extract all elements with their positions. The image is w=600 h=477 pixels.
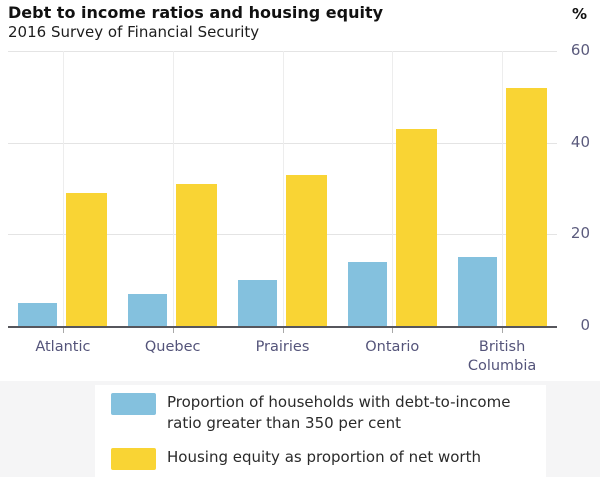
y-tick-label: 40 [570,132,590,151]
bar-group-ontario [337,128,447,326]
x-category-label: Prairies [255,339,310,355]
gridline-x [172,51,174,326]
gridline-x [62,51,64,326]
gridline-x [502,51,504,326]
x-axis-tick [502,328,504,333]
bar-group-atlantic [8,193,118,326]
gridline-x [392,51,394,326]
legend-item: Proportion of households with debt-to-in… [111,392,546,434]
legend-item: Housing equity as proportion of net wort… [111,447,546,470]
y-tick-label: 20 [570,224,590,243]
y-tick-label: 60 [570,41,590,59]
chart-subtitle: 2016 Survey of Financial Security [8,23,260,41]
x-category-label: British Columbia [467,339,537,374]
bar-debt-ratio [18,303,58,326]
legend-label: Housing equity as proportion of net wort… [167,448,481,466]
y-axis-unit-label: % [571,5,587,23]
chart-title: Debt to income ratios and housing equity [8,3,384,22]
legend-swatch [111,393,156,415]
legend-label: Proportion of households with debt-to-in… [167,393,511,432]
bar-housing-equity [395,128,437,326]
bar-housing-equity [505,87,547,326]
x-axis-tick [62,328,64,333]
bar-group-british-columbia [447,87,557,326]
x-category-label: Ontario [365,339,420,355]
x-category-label: Atlantic [35,339,91,355]
bar-housing-equity [176,183,218,326]
bar-group-prairies [228,174,338,326]
bar-housing-equity [66,193,108,326]
x-category-label: Quebec [144,339,201,355]
plot-area [8,51,557,333]
bar-debt-ratio [128,293,168,326]
gridline-x [282,51,284,326]
bar-debt-ratio [237,280,277,326]
x-axis-line [8,326,557,328]
x-axis-tick [282,328,284,333]
bar-group-quebec [118,183,228,326]
legend: Proportion of households with debt-to-in… [95,385,546,477]
x-axis-tick [392,328,394,333]
y-tick-label: 0 [580,316,590,334]
bar-debt-ratio [347,261,387,326]
legend-swatch [111,448,156,470]
bar-housing-equity [285,174,327,326]
x-axis-labels: Atlantic Quebec Prairies Ontario British Col… [8,338,557,378]
x-axis-tick [172,328,174,333]
bar-debt-ratio [457,257,497,326]
